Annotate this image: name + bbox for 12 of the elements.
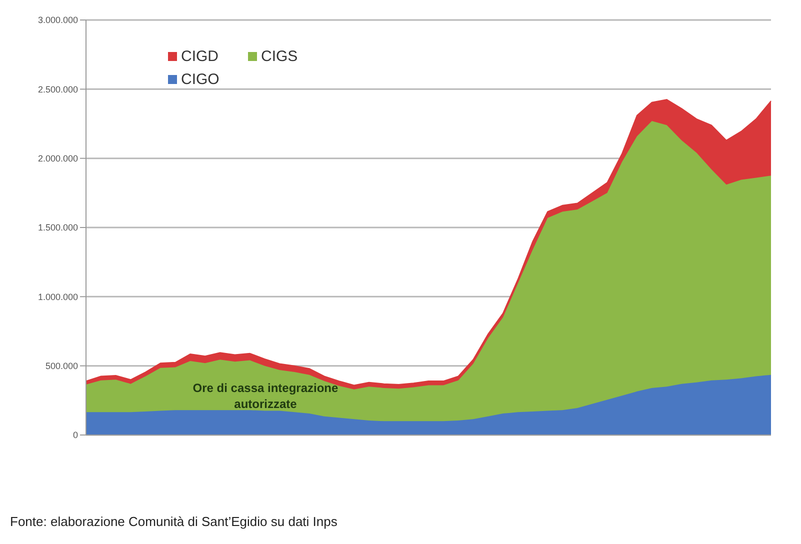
annotation: Ore di cassa integrazione autorizzate: [192, 380, 340, 412]
y-tick-label: 3.000.000: [38, 15, 78, 26]
y-tick-label: 500.000: [45, 361, 78, 372]
y-tick-label: 2.000.000: [38, 154, 78, 164]
y-tick-label: 0: [72, 430, 78, 440]
legend-label: CIGD: [181, 48, 218, 65]
y-tick-label: 1.000.000: [38, 292, 78, 302]
legend-label: CIGS: [261, 48, 298, 65]
y-tick-label: 1.500.000: [38, 222, 78, 233]
y-tick-label: 2.500.000: [38, 84, 78, 94]
source-note: Fonte: elaborazione Comunità di Sant’Egidio su dati Inps: [10, 514, 338, 529]
legend-label: CIGO: [181, 71, 220, 88]
